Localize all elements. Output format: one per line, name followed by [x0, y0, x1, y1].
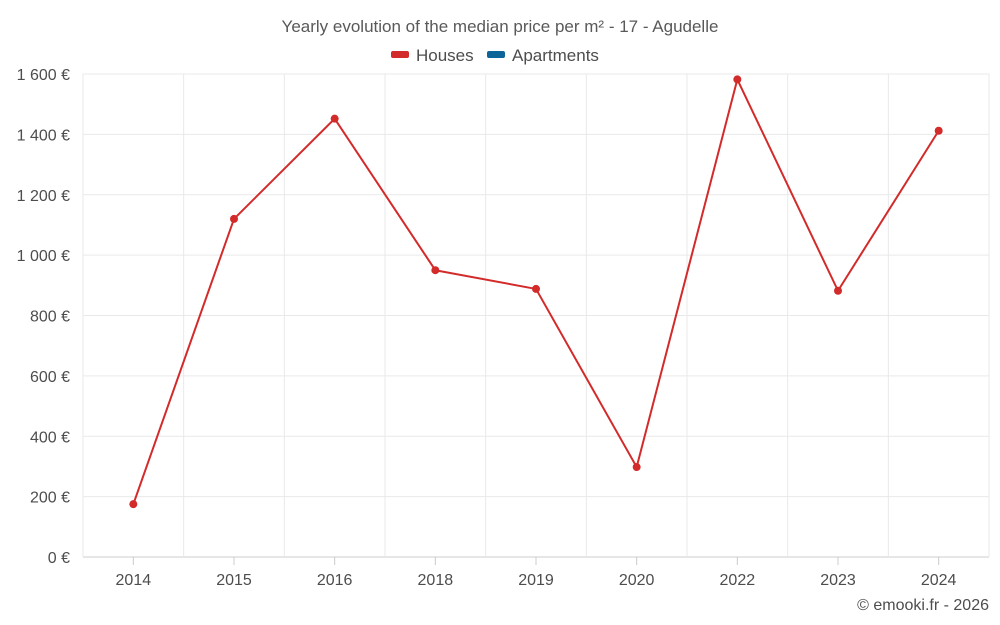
data-point-houses[interactable]	[532, 284, 540, 293]
legend: Houses Apartments	[391, 46, 599, 65]
y-tick-label: 1 000 €	[17, 248, 70, 265]
data-point-houses[interactable]	[330, 114, 339, 123]
legend-item-apartments[interactable]: Apartments	[487, 46, 599, 65]
data-point-houses[interactable]	[230, 214, 238, 223]
series-layer	[129, 75, 943, 509]
x-tick-label: 2015	[216, 572, 252, 589]
data-point-houses[interactable]	[934, 126, 943, 135]
data-point-houses[interactable]	[129, 500, 138, 509]
y-tick-label: 600 €	[30, 369, 70, 386]
data-point-houses[interactable]	[834, 286, 842, 295]
data-point-houses[interactable]	[733, 75, 742, 84]
x-tick-label: 2022	[720, 572, 756, 589]
legend-label-houses: Houses	[416, 46, 474, 65]
data-point-houses[interactable]	[632, 463, 641, 472]
y-axis-labels: 0 € 200 € 400 € 600 € 800 € 1 000 € 1 200 € 1 4…	[17, 67, 70, 567]
y-tick-label: 200 €	[30, 490, 70, 507]
x-tick-label: 2024	[921, 572, 957, 589]
y-tick-label: 1 600 €	[17, 67, 70, 84]
credit-text: © emooki.fr - 2026	[857, 597, 989, 614]
chart-title: Yearly evolution of the median price per…	[282, 17, 719, 36]
x-axis-labels: 2014 2015 2016 2018 2019 2020 2022 2023 2024	[116, 557, 957, 589]
x-tick-label: 2023	[820, 572, 856, 589]
x-tick-label: 2019	[518, 572, 554, 589]
x-tick-label: 2014	[116, 572, 152, 589]
legend-swatch-houses	[391, 51, 409, 58]
grid	[82, 73, 990, 558]
legend-label-apartments: Apartments	[512, 46, 599, 65]
y-tick-label: 1 200 €	[17, 188, 70, 205]
legend-item-houses[interactable]: Houses	[391, 46, 474, 65]
y-tick-label: 0 €	[48, 550, 70, 567]
x-tick-label: 2020	[619, 572, 655, 589]
y-tick-label: 800 €	[30, 309, 70, 326]
y-tick-label: 1 400 €	[17, 127, 70, 144]
x-tick-label: 2018	[418, 572, 454, 589]
legend-swatch-apartments	[487, 51, 505, 58]
x-tick-label: 2016	[317, 572, 353, 589]
data-point-houses[interactable]	[431, 266, 440, 275]
y-tick-label: 400 €	[30, 429, 70, 446]
